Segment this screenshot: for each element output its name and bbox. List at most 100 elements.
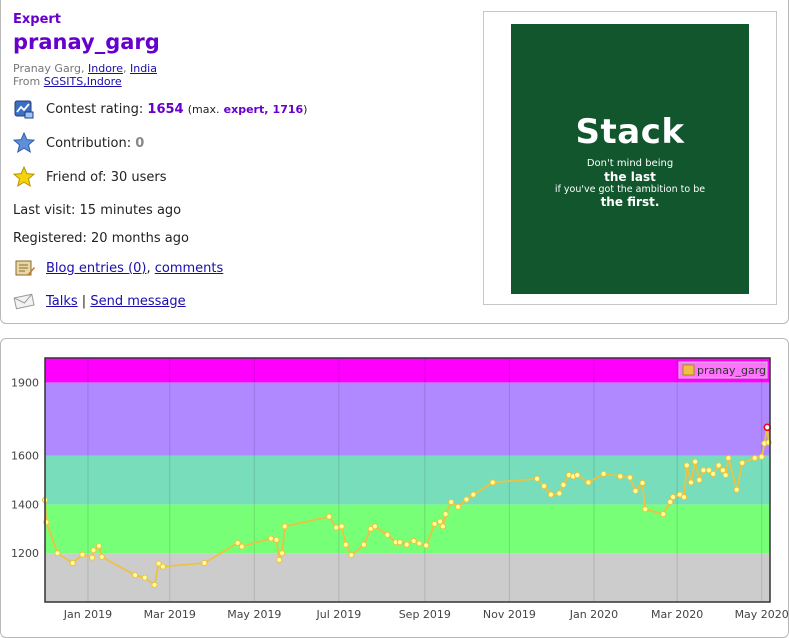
avatar-line-2: the last	[604, 170, 656, 184]
contribution-label: Contribution:	[46, 135, 132, 151]
x-tick-label: Jan 2019	[63, 608, 112, 621]
registered-value: 20 months ago	[91, 231, 189, 246]
avatar-line-4: the first.	[600, 195, 660, 209]
contribution-value: 0	[135, 135, 145, 151]
data-point	[560, 481, 567, 488]
data-point	[54, 550, 61, 557]
data-point	[79, 551, 86, 558]
x-tick-label: Mar 2019	[144, 608, 196, 621]
organization-link[interactable]: SGSITS,Indore	[43, 75, 122, 88]
talks-link[interactable]: Talks	[46, 293, 78, 309]
data-point	[547, 491, 555, 498]
last-visit-value: 15 minutes ago	[79, 203, 182, 218]
data-point	[396, 539, 403, 546]
envelope-icon	[13, 290, 35, 312]
legend-swatch	[682, 364, 695, 376]
data-point	[463, 496, 470, 503]
data-point	[739, 459, 746, 467]
data-point	[626, 474, 634, 481]
data-point	[151, 581, 158, 589]
data-point	[423, 542, 430, 549]
data-point	[439, 523, 446, 530]
data-point	[360, 541, 367, 548]
data-point	[751, 454, 758, 462]
x-tick-label: Mar 2020	[651, 608, 703, 621]
y-tick-label: 1400	[11, 498, 39, 511]
data-point	[90, 547, 97, 554]
avatar-logo-text: Stack	[575, 112, 685, 152]
x-tick-label: Jul 2019	[315, 608, 361, 621]
data-point	[448, 498, 455, 506]
rating-band-3	[45, 382, 770, 456]
data-point	[700, 467, 707, 474]
data-point	[95, 542, 103, 549]
rating-chart-icon	[13, 98, 35, 120]
data-point	[431, 520, 438, 528]
profile-card: Expert pranay_garg Pranay Garg, Indore, …	[0, 0, 789, 324]
data-point	[725, 454, 732, 462]
data-point	[556, 490, 563, 497]
data-point	[333, 524, 340, 531]
data-point	[632, 487, 639, 495]
friend-label: Friend of:	[46, 169, 107, 185]
user-handle[interactable]: pranay_garg	[13, 30, 160, 54]
data-point	[540, 483, 548, 490]
data-point	[159, 563, 166, 570]
data-point	[281, 523, 288, 530]
talks-row: Talks | Send message	[13, 290, 186, 312]
data-point	[371, 523, 379, 530]
data-point	[574, 472, 581, 479]
data-point	[715, 462, 722, 469]
star-gold-icon	[13, 166, 35, 188]
data-point	[410, 537, 417, 545]
data-point	[454, 503, 462, 510]
data-point	[733, 486, 740, 493]
user-rank: Expert	[13, 12, 62, 27]
blog-icon	[13, 257, 35, 279]
registered-row: Registered: 20 months ago	[13, 231, 189, 246]
data-point	[585, 479, 592, 486]
max-rating-value: 1716	[272, 102, 304, 116]
data-point	[436, 518, 444, 525]
data-point	[710, 470, 717, 477]
data-point	[534, 475, 541, 482]
x-tick-label: May 2019	[227, 608, 281, 621]
data-point	[600, 470, 607, 477]
data-point	[338, 523, 345, 530]
data-point	[326, 513, 333, 520]
data-point	[234, 539, 241, 547]
rating-band-2	[45, 455, 770, 505]
data-point	[683, 462, 690, 469]
data-point	[278, 550, 286, 557]
data-point	[660, 511, 667, 518]
legend-box	[678, 361, 768, 379]
contest-rating-value: 1654	[147, 101, 184, 117]
send-message-link[interactable]: Send message	[90, 293, 186, 309]
comments-link[interactable]: comments	[154, 260, 224, 276]
data-point	[132, 572, 139, 579]
user-location: Pranay Garg, Indore, India	[13, 62, 157, 75]
data-point	[348, 552, 355, 559]
data-point	[722, 472, 729, 479]
contest-rating-row: Contest rating: 1654 (max. expert, 1716 …	[13, 98, 307, 120]
data-point	[273, 536, 280, 543]
max-rating-open: (max.	[187, 102, 220, 116]
user-full-name: Pranay Garg	[13, 62, 81, 75]
data-point	[669, 493, 677, 501]
data-point	[276, 556, 283, 564]
country-link[interactable]: India	[129, 62, 157, 75]
blog-entries-link[interactable]: Blog entries (0)	[46, 260, 147, 276]
data-point	[639, 479, 646, 487]
avatar-frame: Stack Don't mind being the last if you'v…	[483, 11, 777, 305]
contribution-row: Contribution: 0	[13, 132, 144, 154]
data-point	[696, 476, 703, 484]
contest-rating-label: Contest rating:	[46, 101, 144, 117]
data-point	[442, 511, 449, 518]
city-link[interactable]: Indore	[88, 62, 123, 75]
data-point	[238, 543, 245, 550]
data-point	[155, 560, 162, 567]
data-point	[719, 467, 726, 474]
plot-frame	[44, 357, 771, 603]
data-point	[416, 540, 423, 547]
